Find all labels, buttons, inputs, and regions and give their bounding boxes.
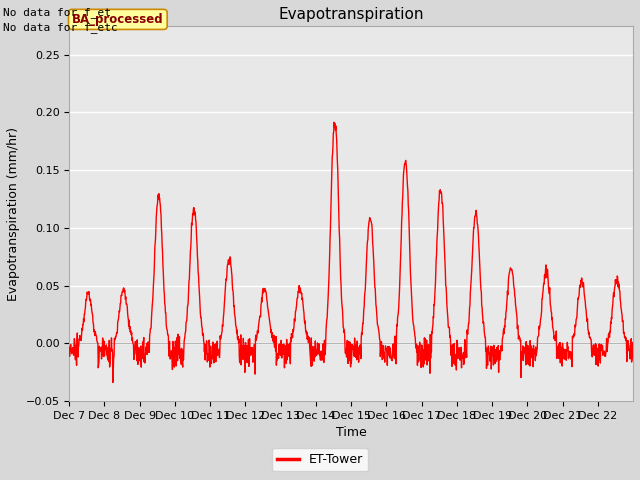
X-axis label: Time: Time	[336, 426, 367, 440]
Title: Evapotranspiration: Evapotranspiration	[278, 7, 424, 22]
Legend: ET-Tower: ET-Tower	[271, 448, 369, 471]
Text: No data for f_etc: No data for f_etc	[3, 22, 118, 33]
Y-axis label: Evapotranspiration (mm/hr): Evapotranspiration (mm/hr)	[7, 127, 20, 300]
Text: No data for f_et: No data for f_et	[3, 7, 111, 18]
Text: BA_processed: BA_processed	[72, 13, 164, 26]
